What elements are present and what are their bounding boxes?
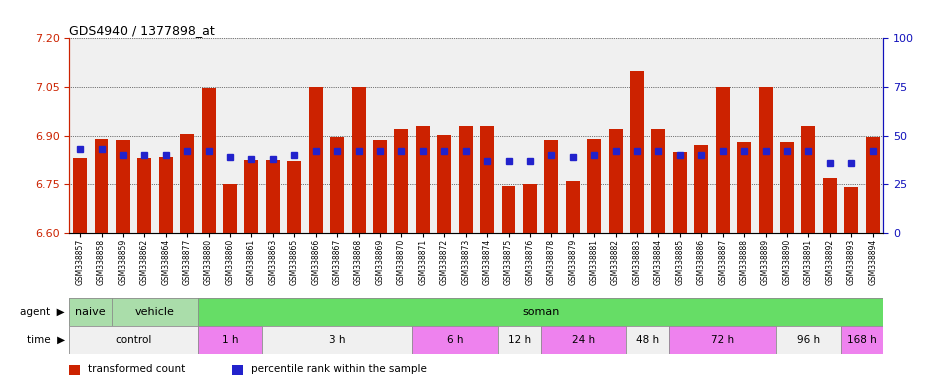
Bar: [309, 87, 323, 233]
Bar: [116, 141, 130, 233]
Text: agent  ▶: agent ▶: [20, 307, 65, 317]
Bar: [716, 87, 730, 233]
Bar: [232, 364, 242, 375]
Bar: [545, 141, 559, 233]
Text: GDS4940 / 1377898_at: GDS4940 / 1377898_at: [69, 24, 216, 37]
Bar: [845, 187, 858, 233]
Bar: [695, 145, 709, 233]
Bar: [866, 137, 880, 233]
Bar: [626, 326, 669, 354]
Text: time  ▶: time ▶: [27, 335, 65, 345]
Bar: [262, 326, 413, 354]
Bar: [202, 88, 216, 233]
Bar: [672, 152, 687, 233]
Bar: [523, 184, 536, 233]
Text: 168 h: 168 h: [847, 335, 877, 345]
Bar: [138, 158, 152, 233]
Text: naive: naive: [76, 307, 106, 317]
Bar: [69, 326, 198, 354]
Bar: [438, 136, 451, 233]
Bar: [823, 178, 837, 233]
Bar: [776, 326, 841, 354]
Text: vehicle: vehicle: [135, 307, 175, 317]
Bar: [841, 326, 883, 354]
Bar: [413, 326, 498, 354]
Bar: [587, 139, 601, 233]
Text: control: control: [116, 335, 152, 345]
Bar: [373, 141, 387, 233]
Text: percentile rank within the sample: percentile rank within the sample: [251, 364, 426, 374]
Bar: [737, 142, 751, 233]
Bar: [566, 181, 580, 233]
Bar: [94, 139, 108, 233]
Bar: [244, 160, 258, 233]
Bar: [73, 158, 87, 233]
Bar: [69, 298, 112, 326]
Text: 96 h: 96 h: [796, 335, 820, 345]
Bar: [69, 364, 80, 375]
Text: transformed count: transformed count: [88, 364, 185, 374]
Text: 3 h: 3 h: [329, 335, 345, 345]
Bar: [480, 126, 494, 233]
Text: 24 h: 24 h: [572, 335, 595, 345]
Bar: [288, 162, 302, 233]
Bar: [352, 87, 365, 233]
Text: 72 h: 72 h: [711, 335, 734, 345]
Bar: [159, 157, 173, 233]
Bar: [416, 126, 430, 233]
Bar: [801, 126, 815, 233]
Bar: [609, 129, 623, 233]
Bar: [780, 142, 794, 233]
Text: 1 h: 1 h: [222, 335, 239, 345]
Bar: [669, 326, 776, 354]
Bar: [459, 126, 473, 233]
Bar: [501, 186, 515, 233]
Bar: [198, 298, 883, 326]
Bar: [498, 326, 540, 354]
Bar: [758, 87, 772, 233]
Text: soman: soman: [522, 307, 560, 317]
Text: 6 h: 6 h: [447, 335, 463, 345]
Text: 48 h: 48 h: [636, 335, 660, 345]
Bar: [180, 134, 194, 233]
Bar: [198, 326, 262, 354]
Bar: [630, 71, 644, 233]
Bar: [651, 129, 665, 233]
Bar: [265, 160, 280, 233]
Bar: [223, 184, 237, 233]
Bar: [394, 129, 408, 233]
Text: 12 h: 12 h: [508, 335, 531, 345]
Bar: [330, 137, 344, 233]
Bar: [540, 326, 626, 354]
Bar: [112, 298, 198, 326]
